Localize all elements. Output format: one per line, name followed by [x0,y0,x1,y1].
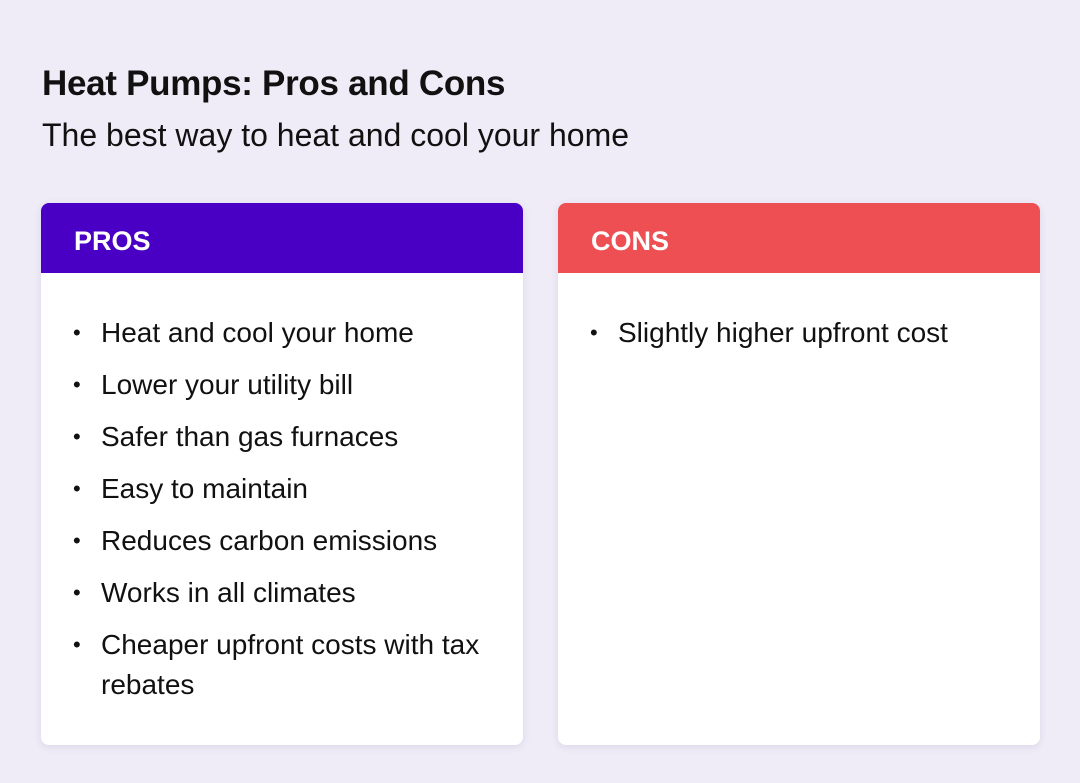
list-item: Lower your utility bill [73,365,493,405]
page-subtitle: The best way to heat and cool your home [42,117,630,153]
list-item: Safer than gas furnaces [73,417,493,457]
pros-card: PROS Heat and cool your home Lower your … [41,203,523,745]
list-item: Slightly higher upfront cost [590,313,1010,353]
page-title: Heat Pumps: Pros and Cons [42,64,506,103]
list-item: Reduces carbon emissions [73,521,493,561]
pros-header: PROS [41,203,523,273]
list-item: Works in all climates [73,573,493,613]
cons-card: CONS Slightly higher upfront cost [558,203,1040,745]
list-item: Cheaper upfront costs with tax rebates [73,625,493,705]
pros-list: Heat and cool your home Lower your utili… [41,313,523,705]
list-item: Easy to maintain [73,469,493,509]
cons-list: Slightly higher upfront cost [558,313,1040,353]
list-item: Heat and cool your home [73,313,493,353]
cons-header: CONS [558,203,1040,273]
